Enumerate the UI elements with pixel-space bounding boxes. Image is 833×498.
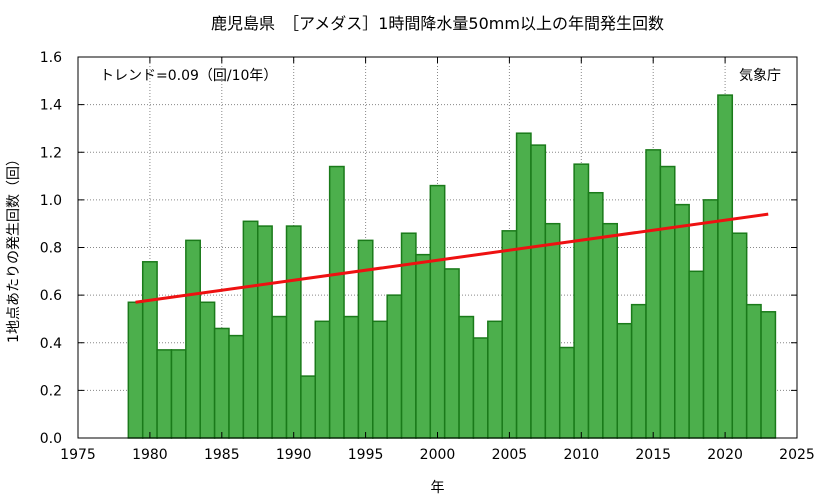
axes-layer: 1975 1980 1985 1990 1995 2000 2005 2010 2015 2020… (40, 50, 815, 463)
trend-annotation: トレンド=0.09（回/10年） (100, 68, 277, 84)
bar (372, 320, 388, 439)
x-tick-label: 2015 (635, 447, 671, 463)
bar (429, 184, 446, 439)
chart-title: 鹿児島県 ［アメダス］1時間降水量50mm以上の年間発生回数 (211, 14, 664, 33)
y-tick-label: 0.6 (40, 288, 62, 304)
bar (285, 225, 302, 439)
source-label: 気象庁 (739, 68, 781, 84)
y-tick-label: 1.0 (40, 193, 62, 209)
x-tick-label: 2000 (420, 447, 456, 463)
bar (343, 315, 360, 439)
bar (257, 225, 273, 439)
trend-line (135, 212, 769, 304)
bars-layer (127, 94, 777, 439)
bar (515, 132, 532, 439)
bar (602, 222, 618, 439)
bar (242, 220, 259, 439)
y-tick-label: 1.6 (40, 50, 62, 66)
bar (745, 303, 762, 439)
bar (300, 375, 317, 439)
bar (558, 346, 575, 439)
bar (271, 315, 288, 439)
bar (185, 239, 201, 439)
bar (674, 203, 690, 439)
bar (328, 165, 345, 439)
bar (415, 253, 432, 439)
bar (386, 294, 403, 439)
bar (530, 144, 547, 439)
bar (659, 165, 676, 439)
bar (141, 261, 158, 439)
bar (213, 327, 230, 439)
bar (443, 268, 460, 439)
x-tick-label: 2005 (492, 447, 528, 463)
bar (688, 270, 705, 439)
x-tick-label: 2010 (563, 447, 599, 463)
x-tick-label: 1985 (204, 447, 240, 463)
bar (199, 301, 216, 439)
y-axis-title: 1地点あたりの発生回数（回） (6, 152, 22, 343)
bar (228, 334, 245, 439)
bar (127, 301, 144, 439)
bar (630, 303, 647, 439)
x-tick-label: 2025 (779, 447, 815, 463)
bar (573, 163, 590, 439)
x-axis-title: 年 (431, 480, 445, 496)
bar (645, 149, 662, 439)
trend-layer (135, 212, 769, 304)
y-tick-label: 1.2 (40, 145, 62, 161)
x-tick-label: 1995 (348, 447, 384, 463)
bar (458, 315, 475, 439)
y-tick-label: 1.4 (40, 98, 62, 114)
bar (156, 349, 173, 439)
bar (731, 232, 748, 439)
bar (314, 320, 331, 439)
x-tick-label: 1975 (60, 447, 96, 463)
bar (487, 320, 503, 439)
bar (616, 322, 633, 439)
x-tick-label: 1980 (132, 447, 168, 463)
bar (501, 230, 518, 439)
bar (170, 349, 187, 439)
bar (717, 94, 734, 439)
bar (760, 311, 777, 439)
y-tick-label: 0.2 (40, 383, 62, 399)
bar (544, 222, 561, 439)
y-tick-label: 0.0 (40, 431, 62, 447)
y-tick-label: 0.8 (40, 241, 62, 257)
bar (587, 191, 604, 439)
x-tick-label: 2020 (707, 447, 743, 463)
y-tick-label: 0.4 (40, 336, 62, 352)
x-tick-label: 1990 (276, 447, 312, 463)
bar (472, 337, 489, 439)
bar (702, 199, 719, 439)
